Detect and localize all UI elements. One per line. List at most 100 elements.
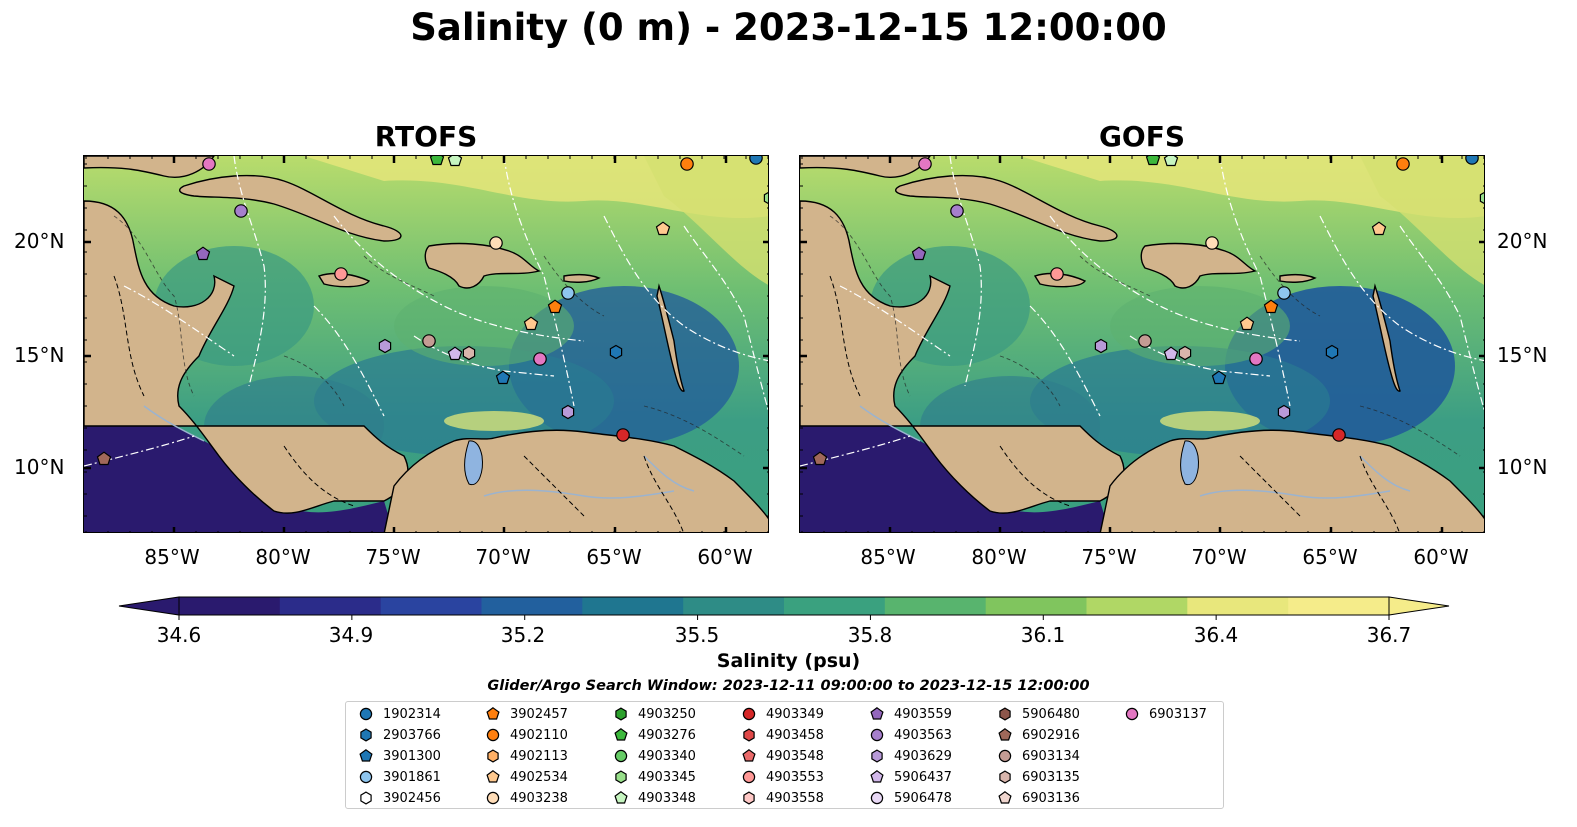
float-marker-2903766[interactable] <box>1325 344 1339 360</box>
float-marker-6903135[interactable] <box>1178 345 1192 361</box>
legend-marker[interactable] <box>615 770 627 784</box>
circle-marker-icon <box>870 791 884 805</box>
legend-marker[interactable] <box>614 749 628 763</box>
float-marker-4902534[interactable] <box>655 221 671 236</box>
legend-marker[interactable] <box>1125 707 1139 721</box>
float-marker-4903349[interactable] <box>616 428 630 442</box>
country-border <box>999 445 1071 507</box>
legend-marker[interactable] <box>614 728 628 741</box>
float-marker-3901300[interactable] <box>495 370 511 385</box>
lon-tick-label: 60°W <box>1413 545 1469 569</box>
lon-tick-label: 85°W <box>860 545 916 569</box>
float-marker-2903766[interactable] <box>609 344 623 360</box>
float-marker-4902534[interactable] <box>523 316 539 331</box>
legend-marker[interactable] <box>998 728 1012 741</box>
legend-marker[interactable] <box>870 791 884 805</box>
float-marker-4903553[interactable] <box>334 267 348 281</box>
lat-tick-label: 15°N <box>14 343 65 367</box>
float-marker-4903349[interactable] <box>1332 428 1346 442</box>
legend-marker[interactable] <box>999 707 1011 721</box>
float-marker-4903629[interactable] <box>1094 338 1108 354</box>
legend-marker[interactable] <box>487 749 499 763</box>
legend-marker[interactable] <box>870 770 884 783</box>
legend-marker[interactable] <box>614 791 628 804</box>
legend-marker[interactable] <box>360 728 372 742</box>
legend-marker[interactable] <box>359 749 373 762</box>
legend-marker[interactable] <box>359 707 373 721</box>
legend-marker[interactable] <box>998 791 1012 804</box>
legend-marker[interactable] <box>742 707 756 721</box>
float-marker-4902534[interactable] <box>1239 316 1255 331</box>
lat-tick-label: 20°N <box>1497 229 1548 253</box>
float-marker-6903134[interactable] <box>422 334 436 348</box>
float-marker-4903563[interactable] <box>234 204 248 218</box>
legend-marker[interactable] <box>870 707 884 720</box>
colorbar-extend-min <box>118 596 180 616</box>
mid-salinity-region <box>394 286 574 366</box>
legend-marker[interactable] <box>486 770 500 783</box>
float-marker-4903238[interactable] <box>489 236 503 250</box>
legend-label: 1902314 <box>383 706 441 722</box>
float-marker-3902457[interactable] <box>547 299 563 314</box>
eez-boundary <box>1399 225 1484 412</box>
float-marker-3901861[interactable] <box>1277 286 1291 300</box>
legend-marker[interactable] <box>742 749 756 762</box>
legend-marker[interactable] <box>870 728 884 742</box>
map-canvas <box>800 156 1485 532</box>
map-panel-gofs[interactable] <box>799 155 1485 533</box>
float-marker-4903629[interactable] <box>561 404 575 420</box>
legend-marker[interactable] <box>743 728 755 742</box>
legend-entry: 4903276 <box>613 725 696 745</box>
legend-marker[interactable] <box>486 728 500 742</box>
eez-boundary <box>313 305 385 417</box>
legend-marker[interactable] <box>486 707 500 720</box>
legend-marker[interactable] <box>998 749 1012 763</box>
legend-marker[interactable] <box>743 791 755 805</box>
float-marker-4902534[interactable] <box>1371 221 1387 236</box>
figure-title: Salinity (0 m) - 2023-12-15 12:00:00 <box>410 6 1167 49</box>
legend-marker[interactable] <box>615 707 627 721</box>
float-marker-3901300[interactable] <box>1211 370 1227 385</box>
float-marker-6903135[interactable] <box>462 345 476 361</box>
legend-marker[interactable] <box>742 770 756 784</box>
float-marker-4903276[interactable] <box>429 156 445 166</box>
legend-marker[interactable] <box>486 791 500 805</box>
float-marker-4903563[interactable] <box>950 204 964 218</box>
float-marker-4903238[interactable] <box>1205 236 1219 250</box>
legend-marker[interactable] <box>871 749 883 763</box>
float-marker-3902457[interactable] <box>1263 299 1279 314</box>
float-marker-4903348[interactable] <box>447 156 463 167</box>
float-marker-4903345[interactable] <box>1479 191 1485 205</box>
float-marker-4903559[interactable] <box>195 246 211 261</box>
float-marker-5906437[interactable] <box>447 346 463 361</box>
float-marker-6903137[interactable] <box>202 157 216 171</box>
country-border <box>1239 455 1301 517</box>
float-marker-4903629[interactable] <box>1277 404 1291 420</box>
colorbar-segment <box>1288 597 1390 615</box>
float-marker-4903559[interactable] <box>911 246 927 261</box>
hexagon-marker-icon <box>999 707 1011 721</box>
float-marker-6902916[interactable] <box>96 451 112 466</box>
float-marker-3901861[interactable] <box>561 286 575 300</box>
float-marker-6903137[interactable] <box>533 352 547 366</box>
float-marker-4902110[interactable] <box>1396 157 1410 171</box>
float-marker-1902314[interactable] <box>1465 156 1479 165</box>
float-marker-4902110[interactable] <box>680 157 694 171</box>
legend-marker[interactable] <box>360 791 372 805</box>
float-marker-6903137[interactable] <box>918 157 932 171</box>
float-marker-1902314[interactable] <box>749 156 763 165</box>
float-marker-6902916[interactable] <box>812 451 828 466</box>
map-panel-rtofs[interactable] <box>83 155 769 533</box>
legend-marker[interactable] <box>359 770 373 784</box>
float-marker-6903134[interactable] <box>1138 334 1152 348</box>
float-marker-4903345[interactable] <box>763 191 769 205</box>
float-marker-4903629[interactable] <box>378 338 392 354</box>
panel-title-gofs: GOFS <box>1098 120 1186 153</box>
float-marker-4903553[interactable] <box>1050 267 1064 281</box>
float-marker-4903276[interactable] <box>1145 156 1161 166</box>
float-marker-4903348[interactable] <box>1163 156 1179 167</box>
legend-label: 4903458 <box>766 727 824 743</box>
legend-marker[interactable] <box>999 770 1011 784</box>
float-marker-5906437[interactable] <box>1163 346 1179 361</box>
float-marker-6903137[interactable] <box>1249 352 1263 366</box>
